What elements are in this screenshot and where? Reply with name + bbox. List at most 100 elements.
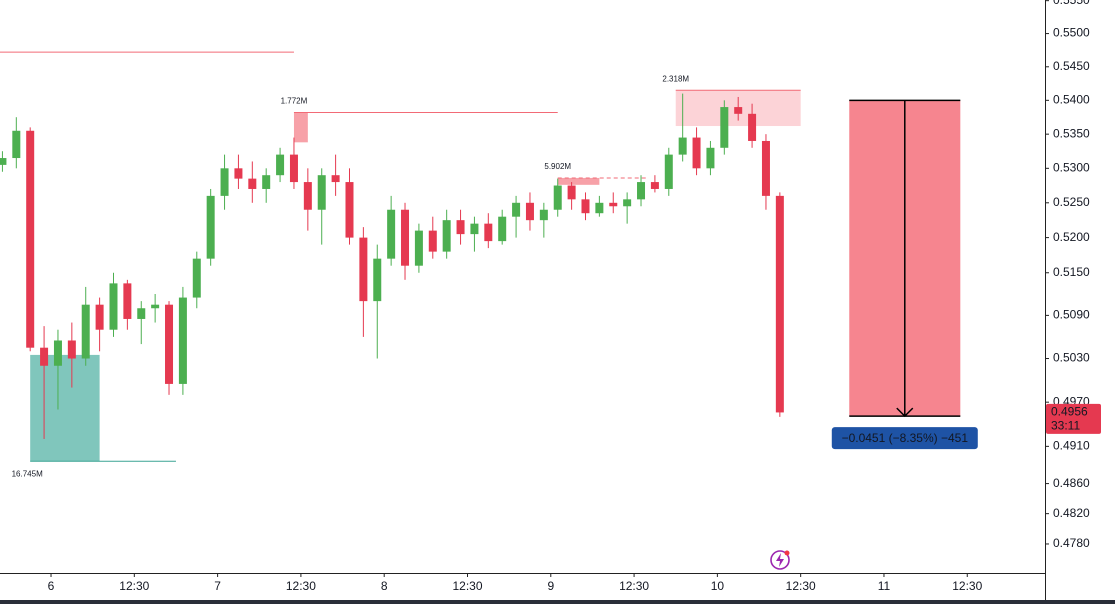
zone	[30, 354, 100, 462]
candle-body	[387, 209, 396, 259]
candle-body	[53, 340, 62, 366]
x-tick-label: 10	[711, 579, 725, 593]
y-tick-label: 0.5200	[1053, 230, 1090, 244]
candle-body	[331, 175, 340, 183]
candle-body	[609, 202, 618, 207]
x-tick-label: 6	[48, 579, 55, 593]
y-tick-label: 0.5500	[1053, 26, 1090, 40]
zone-label: 2.318M	[662, 74, 689, 83]
candle-body	[345, 182, 354, 238]
candle-body	[581, 199, 590, 214]
icon-circle[interactable]	[770, 550, 790, 570]
y-tick-label: 0.5250	[1053, 195, 1090, 209]
x-tick-label: 12:30	[286, 579, 316, 593]
x-tick-label: 12:30	[452, 579, 482, 593]
measure-label-box	[831, 427, 978, 450]
candle-body	[623, 199, 632, 207]
y-tick-label: 0.5400	[1053, 92, 1090, 106]
candle-body	[165, 304, 174, 384]
x-tick-label: 12:30	[619, 579, 649, 593]
candle-body	[151, 304, 160, 309]
candle-body	[498, 216, 507, 242]
candle-body	[678, 137, 687, 155]
candle-body	[276, 154, 285, 176]
candle-body	[359, 237, 368, 302]
candle-body	[303, 182, 312, 210]
candle-body	[109, 283, 118, 330]
y-tick-label: 0.4910	[1053, 439, 1090, 453]
candle-body	[567, 185, 576, 200]
zone-label: 1.772M	[281, 97, 308, 106]
candle-body	[539, 209, 548, 221]
zone	[557, 177, 600, 185]
candle-body	[428, 230, 437, 252]
candle-body	[12, 130, 21, 159]
candle-body	[67, 340, 76, 359]
x-tick-label: 7	[214, 579, 221, 593]
candle-body	[317, 175, 326, 210]
zone-label: 16.745M	[12, 469, 43, 478]
candle-body	[81, 304, 90, 359]
candle-body	[248, 178, 257, 189]
price-tag-value: 0.4956	[1051, 405, 1088, 419]
candle-body	[775, 195, 784, 413]
candle-body	[650, 182, 659, 189]
candle-body	[234, 168, 243, 179]
candle-body	[95, 304, 104, 330]
candle-body	[178, 297, 187, 384]
candle-body	[706, 147, 715, 169]
candle-body	[289, 154, 298, 183]
y-tick-label: 0.5350	[1053, 126, 1090, 140]
x-tick-label: 8	[381, 579, 388, 593]
x-tick-label: 12:30	[786, 579, 816, 593]
x-tick-label: 12:30	[952, 579, 982, 593]
price-tag-countdown: 33:11	[1051, 419, 1080, 433]
y-tick-label: 0.5300	[1053, 160, 1090, 174]
x-tick-label: 11	[878, 579, 891, 593]
y-tick-label: 0.4860	[1053, 476, 1090, 490]
x-tick-label: 9	[547, 579, 554, 593]
icon-dot[interactable]	[784, 550, 790, 556]
candle-body	[664, 154, 673, 189]
candle-body	[484, 223, 493, 242]
candle-body	[595, 202, 604, 214]
candle-body	[137, 308, 146, 319]
x-tick-label: 12:30	[119, 579, 149, 593]
candle-body	[761, 140, 770, 196]
candle-body	[40, 347, 49, 366]
candle-body	[401, 209, 410, 266]
candle-body	[512, 202, 521, 217]
candle-body	[373, 258, 382, 302]
candle-body	[456, 220, 465, 235]
icon-bolt[interactable]	[776, 553, 784, 567]
y-tick-label: 0.5450	[1053, 59, 1090, 73]
bottom-border	[0, 600, 1115, 604]
candle-body	[692, 137, 701, 169]
measure-arrowhead	[896, 407, 914, 418]
candle-body	[720, 107, 729, 148]
y-tick-label: 0.4820	[1053, 506, 1090, 520]
candle-body	[192, 258, 201, 298]
y-tick-label: 0.5150	[1053, 265, 1090, 279]
candle-body	[262, 175, 271, 189]
candle-body	[470, 223, 479, 235]
candle-body	[123, 283, 132, 319]
zone	[293, 112, 308, 143]
candle-body	[26, 130, 35, 348]
candle-body	[0, 158, 7, 165]
candle-body	[734, 107, 743, 114]
candle-body	[220, 168, 229, 196]
y-tick-label: 0.5550	[1053, 0, 1090, 7]
candle-body	[525, 202, 534, 221]
candle-body	[206, 195, 215, 259]
y-tick-label: 0.4780	[1053, 536, 1090, 550]
price-tag	[1046, 403, 1101, 434]
y-tick-label: 0.5030	[1053, 351, 1090, 365]
candle-body	[553, 185, 562, 210]
candle-body	[748, 113, 757, 141]
candle-body	[637, 182, 646, 200]
candle-body	[414, 230, 423, 266]
zone-label: 5.902M	[544, 162, 571, 171]
lightning-icon[interactable]	[770, 550, 790, 570]
